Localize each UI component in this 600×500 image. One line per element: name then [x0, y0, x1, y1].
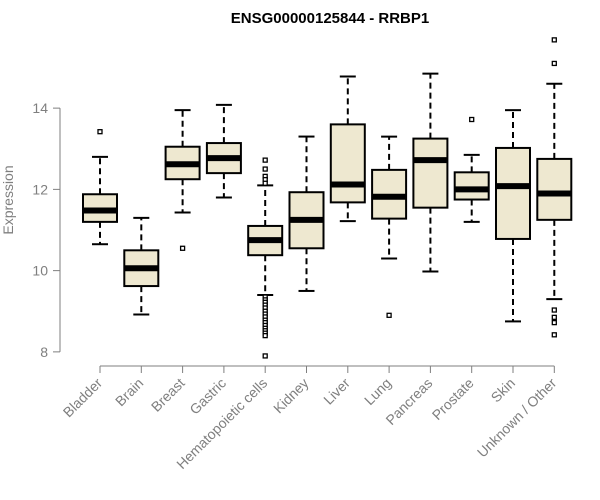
outlier-11-0 — [551, 37, 557, 43]
box-body-10 — [495, 146, 531, 240]
outlier-4-1 — [262, 166, 268, 172]
box-8 — [412, 72, 449, 273]
x-tick-label-7: Lung — [361, 375, 394, 408]
outlier-11-5 — [551, 332, 557, 338]
outlier-11-4 — [551, 319, 557, 326]
outlier-4-19 — [262, 332, 268, 339]
box-body-8 — [412, 137, 449, 209]
x-tick-label-0: Bladder — [60, 375, 106, 421]
box-11 — [536, 37, 573, 338]
outlier-7-0 — [386, 312, 392, 318]
x-tick-label-1: Brain — [112, 375, 146, 409]
outlier-2-0 — [179, 245, 186, 251]
outlier-11-3 — [551, 314, 557, 320]
outlier-11-2 — [551, 307, 557, 313]
y-tick-label-14: 14 — [32, 100, 48, 116]
outlier-4-0 — [262, 157, 268, 163]
chart-title: ENSG00000125844 - RRBP1 — [231, 10, 429, 27]
box-body-9 — [453, 171, 490, 201]
box-body-6 — [329, 123, 366, 204]
box-10 — [495, 109, 531, 323]
x-tick-label-2: Breast — [148, 375, 188, 415]
x-tick-label-5: Kidney — [270, 375, 312, 417]
y-tick-label-8: 8 — [40, 344, 48, 360]
box-9 — [453, 116, 490, 223]
outlier-4-4 — [262, 180, 268, 186]
box-1 — [123, 216, 160, 316]
box-5 — [288, 135, 325, 292]
y-tick-label-10: 10 — [32, 263, 48, 279]
box-7 — [371, 135, 408, 318]
box-6 — [329, 75, 366, 223]
outlier-11-1 — [551, 60, 557, 67]
outlier-4-20 — [262, 353, 268, 359]
outlier-0-0 — [97, 129, 103, 135]
y-tick-label-12: 12 — [32, 181, 48, 197]
boxes-group — [82, 37, 573, 359]
box-4 — [247, 157, 284, 359]
x-tick-label-10: Skin — [488, 375, 519, 406]
y-axis-label: Expression — [0, 165, 16, 234]
x-tick-label-6: Liver — [320, 375, 353, 408]
x-tick-label-9: Prostate — [429, 375, 477, 423]
outlier-9-0 — [469, 116, 475, 123]
box-3 — [205, 103, 242, 199]
box-body-11 — [536, 157, 573, 221]
y-axis: 8 10 12 14 — [32, 100, 61, 360]
box-0 — [82, 129, 118, 246]
box-2 — [164, 109, 201, 251]
